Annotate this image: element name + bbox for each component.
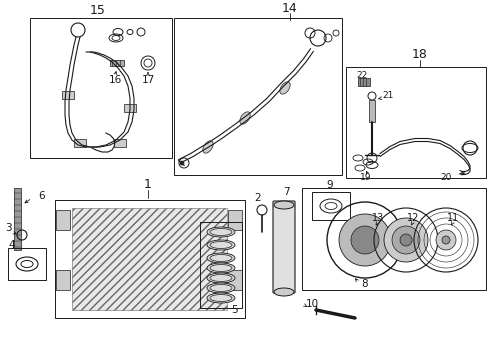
Bar [227, 270, 242, 290]
Bar [311, 192, 349, 220]
Circle shape [399, 234, 411, 246]
Bar [56, 270, 70, 290]
Text: 19: 19 [359, 174, 371, 183]
Bar [346, 67, 485, 178]
Bar [200, 222, 242, 308]
Bar [357, 78, 369, 86]
Bar [14, 188, 21, 250]
Ellipse shape [239, 112, 250, 124]
FancyBboxPatch shape [272, 201, 294, 293]
Ellipse shape [206, 273, 235, 283]
Bar [302, 188, 485, 290]
Ellipse shape [206, 253, 235, 263]
Ellipse shape [206, 227, 235, 237]
Bar [368, 100, 374, 122]
Bar [74, 139, 86, 147]
Text: 16: 16 [108, 75, 122, 85]
Text: 7: 7 [282, 187, 289, 197]
Text: 9: 9 [326, 180, 333, 190]
Ellipse shape [279, 82, 289, 94]
Bar [110, 60, 124, 66]
Bar [55, 200, 244, 318]
Circle shape [435, 230, 455, 250]
Circle shape [180, 161, 183, 165]
Circle shape [391, 226, 419, 254]
Bar [114, 139, 126, 147]
Ellipse shape [203, 141, 213, 153]
Ellipse shape [206, 293, 235, 303]
Text: 3: 3 [5, 223, 11, 233]
Text: 22: 22 [355, 71, 366, 80]
Ellipse shape [273, 201, 293, 209]
Bar [62, 91, 74, 99]
Ellipse shape [206, 283, 235, 293]
Bar [56, 210, 70, 230]
Bar [124, 104, 136, 112]
Text: 18: 18 [411, 49, 427, 62]
Text: 1: 1 [144, 179, 152, 192]
Bar [174, 18, 341, 175]
Text: 4: 4 [8, 240, 15, 250]
Text: 15: 15 [90, 4, 106, 17]
Text: 13: 13 [371, 213, 384, 223]
Text: 8: 8 [361, 279, 367, 289]
Text: 6: 6 [38, 191, 44, 201]
Text: 17: 17 [141, 75, 154, 85]
Text: 12: 12 [406, 213, 418, 223]
Bar [30, 18, 172, 158]
Text: 2: 2 [254, 193, 261, 203]
Text: 21: 21 [381, 91, 392, 100]
Text: 5: 5 [230, 305, 237, 315]
Text: 10: 10 [305, 299, 319, 309]
Ellipse shape [206, 240, 235, 250]
Ellipse shape [273, 288, 293, 296]
Circle shape [338, 214, 390, 266]
Bar [72, 208, 226, 310]
Circle shape [441, 236, 449, 244]
Bar [227, 210, 242, 230]
Bar [8, 248, 46, 280]
Text: 14: 14 [282, 1, 297, 14]
Text: 11: 11 [446, 213, 458, 223]
Circle shape [350, 226, 378, 254]
Circle shape [383, 218, 427, 262]
Text: 20: 20 [439, 174, 450, 183]
Ellipse shape [206, 263, 235, 273]
